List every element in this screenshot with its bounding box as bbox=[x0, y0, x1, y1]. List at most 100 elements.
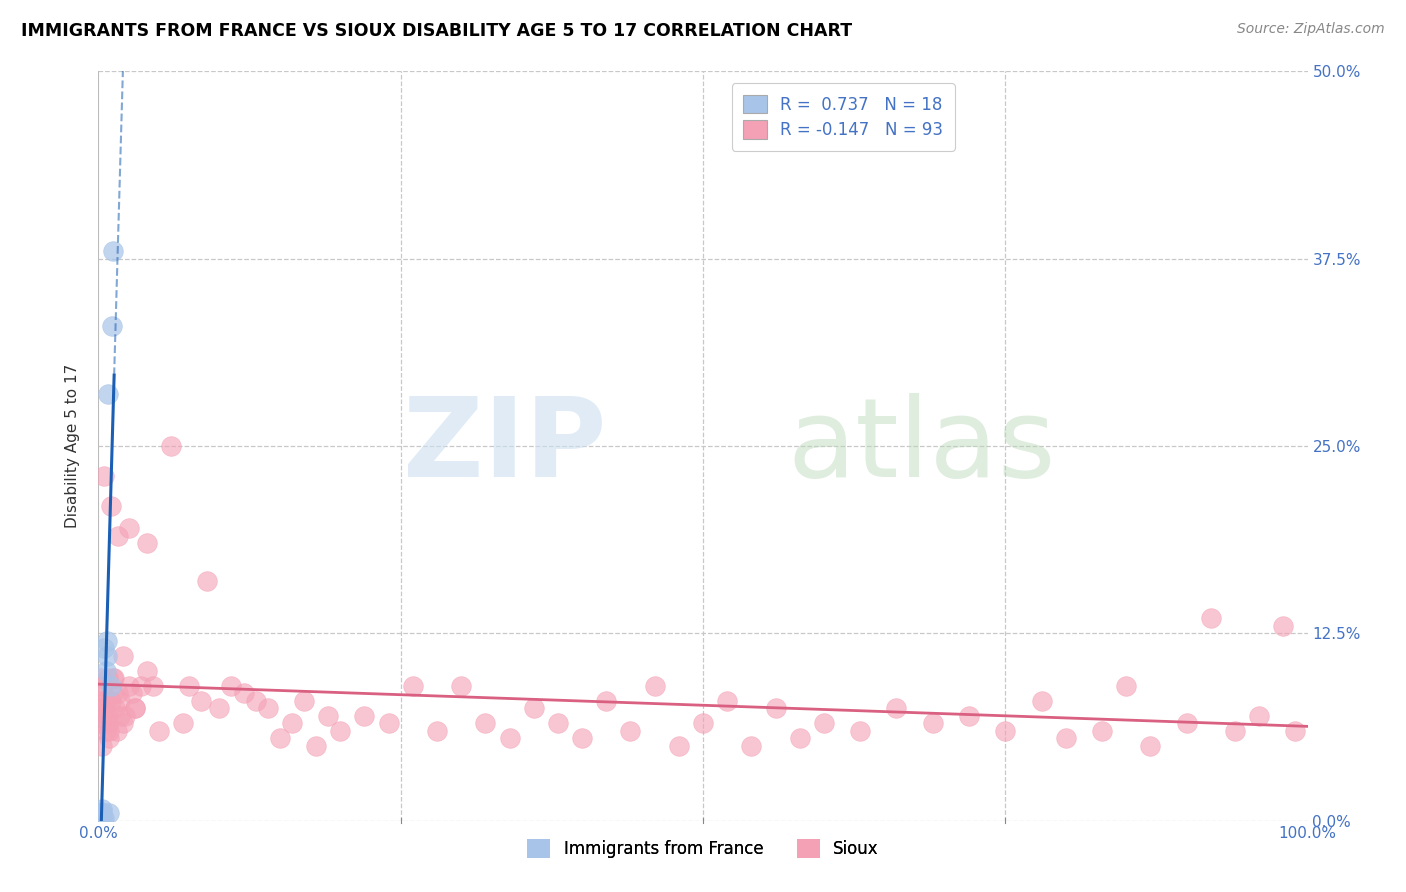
Point bbox=[129, 679, 152, 693]
Point bbox=[256, 701, 278, 715]
Point bbox=[316, 708, 339, 723]
Point bbox=[100, 319, 122, 334]
Point bbox=[98, 731, 121, 746]
Point bbox=[97, 716, 120, 731]
Point bbox=[118, 521, 141, 535]
Point bbox=[90, 671, 112, 685]
Point bbox=[96, 648, 118, 663]
Point bbox=[96, 708, 118, 723]
Point bbox=[547, 716, 569, 731]
Point bbox=[124, 701, 146, 715]
Point bbox=[100, 694, 122, 708]
Point bbox=[849, 723, 872, 738]
Point bbox=[103, 671, 125, 685]
Point bbox=[93, 811, 115, 825]
Point bbox=[668, 739, 690, 753]
Point bbox=[142, 679, 165, 693]
Point bbox=[96, 708, 118, 723]
Point bbox=[89, 814, 111, 828]
Point bbox=[353, 708, 375, 723]
Legend: Immigrants from France, Sioux: Immigrants from France, Sioux bbox=[520, 833, 886, 864]
Point bbox=[94, 664, 117, 678]
Point bbox=[450, 679, 472, 693]
Point bbox=[498, 731, 520, 746]
Point bbox=[1199, 611, 1222, 625]
Point bbox=[96, 633, 118, 648]
Point bbox=[90, 812, 112, 826]
Point bbox=[523, 701, 546, 715]
Point bbox=[1031, 694, 1053, 708]
Point bbox=[644, 679, 666, 693]
Point bbox=[292, 694, 315, 708]
Point bbox=[692, 716, 714, 731]
Point bbox=[89, 694, 111, 708]
Point bbox=[619, 723, 641, 738]
Point bbox=[90, 716, 112, 731]
Point bbox=[269, 731, 291, 746]
Point bbox=[108, 708, 131, 723]
Point bbox=[100, 499, 122, 513]
Point bbox=[89, 811, 111, 825]
Point bbox=[93, 469, 115, 483]
Point bbox=[111, 648, 134, 663]
Point bbox=[281, 716, 304, 731]
Point bbox=[426, 723, 449, 738]
Point bbox=[91, 809, 114, 823]
Point bbox=[97, 671, 120, 685]
Point bbox=[160, 439, 183, 453]
Point bbox=[221, 679, 243, 693]
Point bbox=[90, 806, 112, 821]
Point bbox=[100, 679, 122, 693]
Point bbox=[377, 716, 399, 731]
Point bbox=[1223, 723, 1246, 738]
Point bbox=[107, 529, 129, 543]
Point bbox=[94, 694, 117, 708]
Point bbox=[114, 708, 136, 723]
Point bbox=[101, 244, 124, 259]
Point bbox=[1175, 716, 1198, 731]
Point bbox=[93, 641, 115, 656]
Text: IMMIGRANTS FROM FRANCE VS SIOUX DISABILITY AGE 5 TO 17 CORRELATION CHART: IMMIGRANTS FROM FRANCE VS SIOUX DISABILI… bbox=[21, 22, 852, 40]
Point bbox=[1284, 723, 1306, 738]
Point bbox=[921, 716, 943, 731]
Point bbox=[135, 536, 157, 550]
Text: ZIP: ZIP bbox=[404, 392, 606, 500]
Point bbox=[994, 723, 1017, 738]
Point bbox=[957, 708, 980, 723]
Point bbox=[571, 731, 593, 746]
Point bbox=[91, 739, 114, 753]
Point bbox=[98, 723, 121, 738]
Point bbox=[1054, 731, 1077, 746]
Point bbox=[91, 805, 114, 819]
Point bbox=[190, 694, 212, 708]
Point bbox=[474, 716, 496, 731]
Point bbox=[195, 574, 218, 588]
Point bbox=[172, 716, 194, 731]
Point bbox=[135, 664, 157, 678]
Point bbox=[107, 686, 129, 700]
Point bbox=[329, 723, 352, 738]
Point bbox=[105, 723, 128, 738]
Point bbox=[91, 679, 114, 693]
Point bbox=[118, 679, 141, 693]
Point bbox=[97, 386, 120, 401]
Point bbox=[1139, 739, 1161, 753]
Point bbox=[91, 802, 114, 816]
Point bbox=[179, 679, 201, 693]
Point bbox=[121, 686, 143, 700]
Point bbox=[595, 694, 617, 708]
Point bbox=[305, 739, 328, 753]
Point bbox=[94, 723, 117, 738]
Point bbox=[765, 701, 787, 715]
Point bbox=[91, 686, 114, 700]
Point bbox=[245, 694, 267, 708]
Point bbox=[1091, 723, 1114, 738]
Point bbox=[98, 806, 121, 821]
Point bbox=[789, 731, 811, 746]
Point bbox=[1272, 619, 1295, 633]
Point bbox=[91, 814, 114, 828]
Point bbox=[740, 739, 762, 753]
Point bbox=[402, 679, 425, 693]
Text: Source: ZipAtlas.com: Source: ZipAtlas.com bbox=[1237, 22, 1385, 37]
Point bbox=[148, 723, 170, 738]
